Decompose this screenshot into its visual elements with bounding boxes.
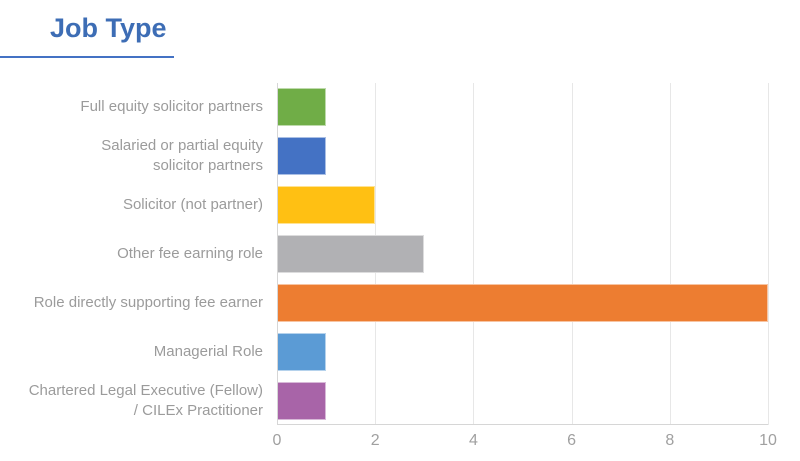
- bar-row: [277, 278, 768, 327]
- category-label-4: Other fee earning role: [117, 245, 263, 262]
- y-axis-line: [277, 83, 278, 425]
- category-label-2: Salaried or partial equity solicitor par…: [101, 137, 263, 175]
- x-axis-line: [277, 424, 768, 425]
- bar-1: [277, 88, 327, 127]
- bar-2: [277, 137, 327, 176]
- bar-7: [277, 381, 327, 420]
- bar-rows: [277, 83, 768, 425]
- bar-3: [277, 186, 376, 225]
- x-tick-label-0: 0: [272, 432, 282, 449]
- bar-6: [277, 332, 327, 371]
- category-axis-labels: Full equity solicitor partners Salaried o…: [0, 83, 263, 425]
- bar-row: [277, 230, 768, 279]
- category-label-5: Role directly supporting fee earner: [33, 293, 263, 311]
- bar-row: [277, 327, 768, 376]
- bar-5: [277, 283, 768, 322]
- x-tick-label-6: 6: [567, 432, 577, 449]
- gridline-4: [473, 83, 475, 425]
- x-tick-label-4: 4: [468, 432, 478, 449]
- chart-title: Job Type: [50, 13, 167, 43]
- x-tick-label-8: 8: [665, 432, 675, 449]
- category-label-7: Chartered Legal Executive (Fellow) / CIL…: [28, 381, 263, 419]
- x-tick-label-10: 10: [759, 432, 777, 449]
- bar-row: [277, 132, 768, 181]
- title-underline: [0, 56, 174, 58]
- category-label-1: Full equity solicitor partners: [80, 98, 263, 116]
- plot-area: [277, 83, 769, 425]
- category-label-6: Managerial Role: [153, 342, 263, 360]
- bar-row: [277, 83, 768, 132]
- bar-row: [277, 376, 768, 425]
- bar-row: [277, 181, 768, 230]
- category-label-3: Solicitor (not partner): [122, 196, 263, 214]
- bar-4: [277, 235, 425, 273]
- gridline-8: [669, 83, 671, 425]
- x-tick-label-2: 2: [370, 432, 380, 449]
- gridline-10: [768, 83, 769, 425]
- gridline-6: [571, 83, 573, 425]
